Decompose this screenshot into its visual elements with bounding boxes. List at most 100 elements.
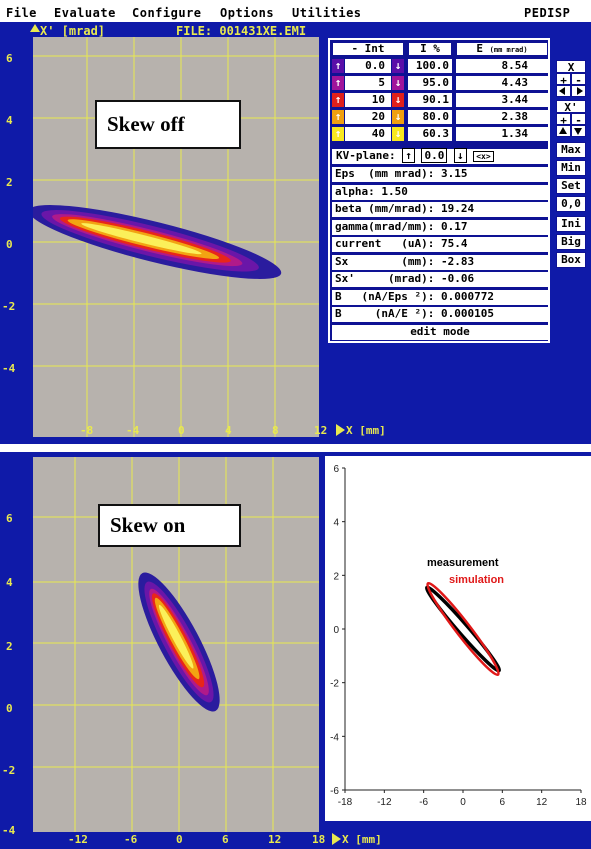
- param-separator: :: [427, 307, 441, 320]
- int-down-button[interactable]: ↓: [392, 127, 404, 141]
- chart-y-tick-label: 0: [333, 625, 339, 636]
- param-separator: :: [427, 219, 441, 233]
- int-down-button[interactable]: ↓: [392, 76, 404, 90]
- param-label: B (nA/E ²): [335, 307, 428, 320]
- menu-configure[interactable]: Configure: [132, 6, 202, 20]
- x-zoom-in-button[interactable]: +: [556, 73, 571, 87]
- chart-y-tick-label: 2: [333, 571, 339, 582]
- arrow-up-icon: [559, 127, 567, 134]
- param-row: current (uA): 75.4: [332, 237, 548, 252]
- y-tick: 4: [6, 114, 13, 127]
- chart-x-tick-label: 6: [500, 797, 506, 808]
- y-tick: -2: [2, 300, 16, 313]
- big-button[interactable]: Big: [556, 234, 586, 250]
- int-header: - Int: [332, 42, 404, 56]
- chart-x-tick-label: 0: [460, 797, 466, 808]
- x-tick: 12: [314, 424, 328, 437]
- chart-y-tick-label: 6: [333, 464, 339, 475]
- int-down-button[interactable]: ↓: [392, 110, 404, 124]
- param-label: beta (mm/mrad): [335, 202, 428, 215]
- param-value: 0.17: [440, 219, 468, 233]
- int-up-button[interactable]: ↑: [332, 93, 344, 107]
- chart-y-tick-label: 4: [333, 518, 339, 529]
- menu-file[interactable]: File: [6, 6, 37, 20]
- legend-measurement: measurement: [427, 557, 499, 569]
- int-up-button[interactable]: ↑: [332, 76, 344, 90]
- e-header-label: E: [476, 42, 484, 55]
- e-header-unit: (mm mrad): [489, 46, 528, 54]
- int-value[interactable]: 20: [345, 110, 391, 124]
- menu-utilities[interactable]: Utilities: [292, 6, 362, 20]
- chart-y-tick-label: -4: [330, 732, 339, 743]
- param-value: -2.83: [440, 254, 475, 268]
- top-x-axis-label: X [mm]: [346, 424, 386, 437]
- param-value: 3.15: [440, 167, 468, 180]
- int-value[interactable]: 0.0: [345, 59, 391, 73]
- kv-plane-extra[interactable]: <x>: [473, 151, 494, 162]
- param-value: 75.4: [440, 237, 468, 250]
- kv-plane-row: KV-plane: ↑ 0.0 ↓ <x>: [332, 148, 548, 164]
- e-value: 4.43: [456, 76, 548, 90]
- int-up-button[interactable]: ↑: [332, 110, 344, 124]
- ini-button[interactable]: Ini: [556, 216, 586, 232]
- x-zoom-out-button[interactable]: -: [571, 73, 586, 87]
- kv-plane-value[interactable]: 0.0: [421, 148, 448, 163]
- x-tick: -8: [80, 424, 94, 437]
- y-tick: -2: [2, 764, 16, 777]
- param-label: alpha: [335, 184, 369, 198]
- top-plot-canvas: [28, 37, 319, 437]
- x-tick: 12: [268, 833, 282, 846]
- arrow-right-icon: [577, 87, 583, 95]
- x-tick: 8: [272, 424, 279, 437]
- min-button[interactable]: Min: [556, 160, 586, 176]
- emittance-table: - Int I % E (mm mrad) ↑ 0.0 ↓ 100.0 8.54 ↑ 5 ↓ 9…: [328, 38, 550, 343]
- menu-bar: File Evaluate Configure Options Utilitie…: [0, 0, 591, 22]
- param-separator: :: [427, 237, 441, 250]
- y-tick: 0: [6, 238, 13, 251]
- beam-core: [81, 223, 202, 255]
- xp-pan-up-button[interactable]: [556, 125, 571, 137]
- param-row: Eps (mm mrad): 3.15: [332, 167, 548, 182]
- file-label: FILE: 001431XE.EMI: [176, 24, 307, 38]
- int-value[interactable]: 10: [345, 93, 391, 107]
- param-separator: :: [368, 184, 382, 198]
- x-axis-arrow-icon: [336, 424, 345, 436]
- xp-zoom-out-button[interactable]: -: [571, 113, 586, 127]
- param-row: Sx (mm): -2.83: [332, 254, 548, 270]
- int-up-button[interactable]: ↑: [332, 127, 344, 141]
- menu-options[interactable]: Options: [220, 6, 275, 20]
- int-value[interactable]: 40: [345, 127, 391, 141]
- xp-scale-label: X': [556, 100, 586, 114]
- legend-simulation: simulation: [449, 574, 504, 586]
- chart-x-tick-label: -18: [338, 797, 353, 808]
- x-tick: -6: [124, 833, 138, 846]
- int-down-button[interactable]: ↓: [392, 59, 404, 73]
- x-pan-right-button[interactable]: [571, 85, 586, 97]
- e-value: 8.54: [456, 59, 548, 73]
- menu-evaluate[interactable]: Evaluate: [54, 6, 116, 20]
- edit-mode-label[interactable]: edit mode: [332, 325, 548, 340]
- set-button[interactable]: Set: [556, 178, 586, 194]
- param-value: 19.24: [440, 202, 475, 215]
- xp-zoom-in-button[interactable]: +: [556, 113, 571, 127]
- int-down-button[interactable]: ↓: [392, 93, 404, 107]
- x-tick: 0: [176, 833, 183, 846]
- origin-button[interactable]: 0,0: [556, 196, 586, 212]
- kv-plane-down-button[interactable]: ↓: [453, 148, 467, 163]
- kv-plane-up-button[interactable]: ↑: [402, 148, 415, 163]
- param-row: Sx' (mrad): -0.06: [332, 272, 548, 287]
- max-button[interactable]: Max: [556, 142, 586, 158]
- y-tick: -4: [2, 824, 16, 837]
- param-value: 0.000105: [440, 307, 494, 320]
- x-pan-left-button[interactable]: [556, 85, 571, 97]
- chart-y-tick-label: -6: [330, 786, 339, 797]
- y-tick: 6: [6, 512, 13, 525]
- int-up-button[interactable]: ↑: [332, 59, 344, 73]
- skew-on-label: Skew on: [98, 504, 241, 547]
- x-tick: 18: [312, 833, 326, 846]
- box-button[interactable]: Box: [556, 252, 586, 268]
- app-name: PEDISP: [524, 6, 571, 20]
- xp-pan-down-button[interactable]: [571, 125, 586, 137]
- bottom-x-axis-label: X [mm]: [342, 833, 382, 846]
- int-value[interactable]: 5: [345, 76, 391, 90]
